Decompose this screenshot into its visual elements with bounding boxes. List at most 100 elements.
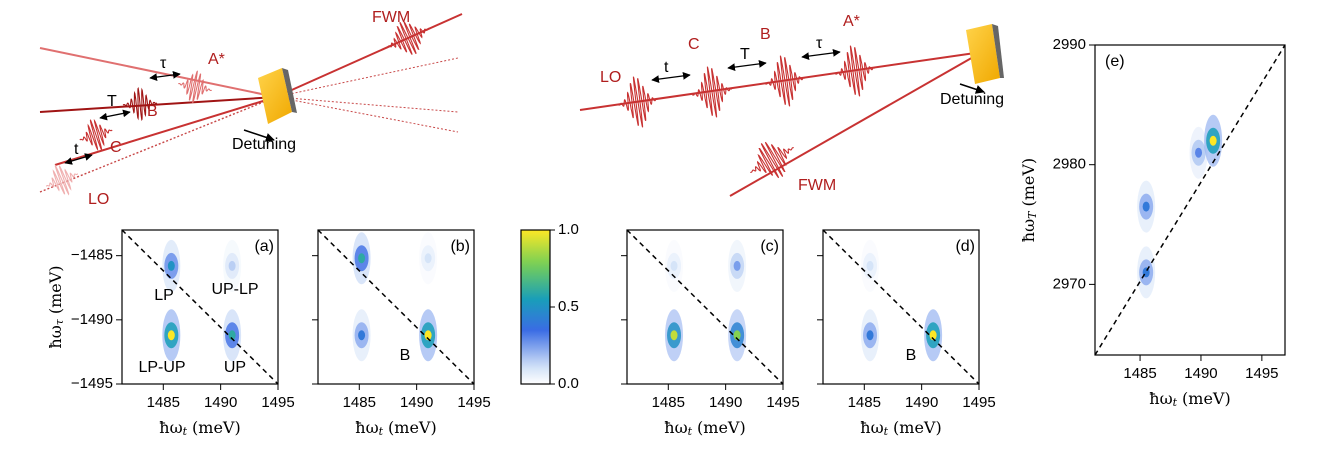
- axis-label-unit: (meV): [1182, 389, 1231, 408]
- axis-label: ħωτ (meV): [46, 265, 67, 348]
- x-tick-label: 1485: [147, 394, 180, 411]
- annotation: UP-LP: [211, 281, 258, 298]
- axis-label-subscript: t: [884, 425, 889, 438]
- wave-packet: [386, 21, 430, 55]
- diagonal: [318, 230, 474, 384]
- beam-fwm: [275, 13, 463, 98]
- peak-core: [167, 330, 175, 341]
- x-tick-label: 1490: [709, 394, 742, 411]
- label: Detuning: [232, 136, 296, 153]
- label: A*: [208, 51, 225, 68]
- plot-area: [318, 230, 474, 384]
- y-tick-label: −1490: [71, 311, 113, 328]
- label: T: [740, 46, 750, 63]
- annotation: B: [400, 347, 411, 364]
- beam-out: [275, 57, 459, 98]
- peak-core: [866, 330, 874, 341]
- x-tick-label: 1495: [457, 394, 490, 411]
- annotation: B: [906, 347, 917, 364]
- peak-core: [358, 253, 366, 264]
- y-tick-label: −1485: [71, 247, 113, 264]
- label: A*: [843, 13, 860, 30]
- x-tick-label: 1495: [1245, 365, 1278, 382]
- y-tick-label: 2980: [1053, 156, 1086, 173]
- axis-label-subscript: t: [1173, 396, 1178, 409]
- panel-label: (e): [1105, 53, 1125, 70]
- beam-fwm: [729, 51, 983, 197]
- peak-core: [1142, 201, 1150, 212]
- label: τ: [816, 35, 823, 52]
- axis-label: ħωt (meV): [159, 418, 240, 439]
- delay-arrow: [801, 49, 841, 60]
- beam-c: [54, 96, 277, 166]
- label: t: [664, 59, 669, 76]
- wave-packet: [765, 55, 805, 107]
- label: LO: [600, 69, 621, 86]
- beam-b: [39, 96, 277, 113]
- label: T: [107, 93, 117, 110]
- beam-a: [39, 47, 277, 98]
- peak-core: [670, 260, 678, 271]
- delay-arrow: [64, 153, 93, 165]
- schematics: FWM A* τ T B t C LO Detuning LO t C T B …: [39, 9, 1004, 208]
- colorbar-tick-label: 1.0: [558, 221, 579, 238]
- beam-out: [275, 96, 459, 133]
- label: C: [110, 139, 122, 156]
- axis-label-unit: (meV): [46, 265, 65, 314]
- wave-packet: [79, 118, 113, 152]
- wave-packet: [122, 86, 158, 122]
- colorbar-tick-label: 0.0: [558, 375, 579, 392]
- wave-packet: [750, 141, 794, 179]
- axis-label-symbol: ħω: [159, 418, 182, 437]
- peak-core: [228, 260, 236, 271]
- axis-label: ħωT (meV): [1019, 158, 1040, 242]
- annotation: LP: [154, 287, 174, 304]
- peak-core: [733, 330, 741, 341]
- colorbar: [520, 229, 551, 385]
- mirror: [258, 68, 292, 124]
- peak-core: [866, 260, 874, 271]
- axes-frame: [121, 229, 279, 385]
- x-tick-label: 1490: [1184, 365, 1217, 382]
- x-tick-label: 1490: [400, 394, 433, 411]
- wave-packet: [692, 66, 732, 118]
- delay-arrow: [727, 60, 767, 71]
- detuning-arrow: [243, 129, 275, 142]
- wave-packet: [835, 45, 875, 97]
- label: B: [147, 103, 158, 120]
- plot-area: [823, 230, 979, 384]
- wave-packet: [45, 164, 79, 196]
- y-tick-label: 2970: [1053, 275, 1086, 292]
- detuning-arrow: [959, 83, 985, 94]
- beam-lo: [39, 96, 277, 193]
- annotation: UP: [224, 359, 246, 376]
- delay-arrow: [149, 71, 181, 81]
- axis-label-subscript: t: [688, 425, 693, 438]
- axes-frame: [822, 229, 980, 385]
- label: τ: [160, 55, 167, 72]
- x-tick-label: 1495: [962, 394, 995, 411]
- panel-label: (b): [450, 238, 470, 255]
- axis-label-subscript: t: [183, 425, 188, 438]
- axis-label-subscript: t: [379, 425, 384, 438]
- axis-label-unit: (meV): [388, 418, 437, 437]
- axes-frame: [626, 229, 784, 385]
- x-tick-label: 1485: [652, 394, 685, 411]
- peak-core: [358, 330, 366, 341]
- colorbar-tick-label: 0.5: [558, 298, 579, 315]
- axis-label-symbol: ħω: [46, 325, 65, 348]
- panel-label: (c): [760, 238, 779, 255]
- axis-label-symbol: ħω: [664, 418, 687, 437]
- axis-label-unit: (meV): [697, 418, 746, 437]
- label: FWM: [372, 9, 410, 26]
- y-tick-label: −1495: [71, 375, 113, 392]
- x-tick-label: 1485: [848, 394, 881, 411]
- label: LO: [88, 191, 109, 208]
- plot-area: [627, 230, 783, 384]
- beam-out: [275, 96, 459, 113]
- panel-label: (d): [955, 238, 975, 255]
- wave-packet: [618, 76, 658, 128]
- peak-core: [228, 330, 236, 341]
- diagonal: [122, 230, 278, 384]
- label: C: [688, 36, 700, 53]
